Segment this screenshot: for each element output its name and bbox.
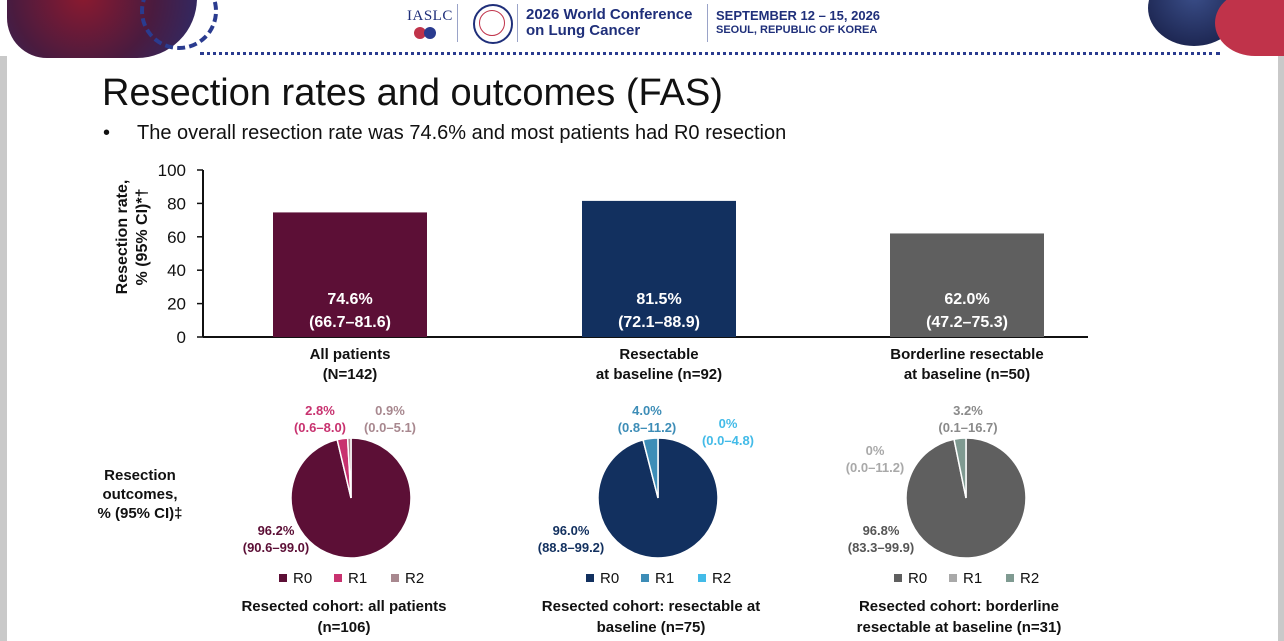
bar-ci-label: (47.2–75.3) bbox=[926, 314, 1008, 331]
slide-title: Resection rates and outcomes (FAS) bbox=[102, 72, 723, 114]
conference-name: 2026 World Conference on Lung Cancer bbox=[526, 7, 692, 39]
conference-name-line1: 2026 World Conference bbox=[526, 6, 693, 23]
lung-logo-icon bbox=[414, 27, 436, 39]
conference-seal-icon bbox=[473, 4, 513, 44]
pie-3-slice-r2 bbox=[953, 437, 967, 499]
y-tick-label: 100 bbox=[158, 161, 186, 180]
x-category-label-line2: at baseline (n=92) bbox=[596, 366, 722, 383]
bar-2 bbox=[582, 200, 736, 337]
pie-1-legend-label: R0 bbox=[293, 570, 312, 587]
pie-3-label-r2: 3.2% bbox=[953, 403, 983, 418]
y-axis-label-line2: % (95% CI)*† bbox=[134, 189, 151, 286]
x-category-label-line1: Resectable bbox=[619, 346, 698, 363]
pie-1-legend-label: R2 bbox=[405, 570, 424, 587]
outcomes-label-line3: % (95% CI)‡ bbox=[97, 505, 183, 522]
y-axis-label-line1: Resection rate, bbox=[114, 180, 131, 295]
pie-3-label-r1: 0% bbox=[866, 443, 885, 458]
pie-1-label-r1: 2.8% bbox=[305, 403, 335, 418]
pie-3-ci-r1: (0.0–11.2) bbox=[846, 460, 905, 475]
pie-3-ci-r2: (0.1–16.7) bbox=[938, 420, 997, 435]
pie-2-ci-r1: (0.8–11.2) bbox=[618, 420, 677, 435]
bar-1 bbox=[273, 212, 427, 337]
pie-2-ci-r2: (0.0–4.8) bbox=[702, 433, 754, 448]
y-tick-label: 0 bbox=[177, 328, 186, 347]
pie-2-label-r1: 4.0% bbox=[632, 403, 662, 418]
bar-value-label: 62.0% bbox=[944, 291, 989, 308]
y-tick-label: 40 bbox=[167, 261, 186, 280]
pie-3-legend-label: R1 bbox=[963, 570, 982, 587]
pie-1-ci-r0: (90.6–99.0) bbox=[243, 540, 310, 555]
pie-2-legend-label: R0 bbox=[600, 570, 619, 587]
conference-dates-line: SEPTEMBER 12 – 15, 2026 bbox=[716, 8, 881, 23]
pie-1-title-line2: (n=106) bbox=[318, 619, 371, 636]
pie-3-label-r0: 96.8% bbox=[863, 523, 900, 538]
conference-seal-inner bbox=[479, 10, 505, 36]
pie-1-ci-r2: (0.0–5.1) bbox=[364, 420, 416, 435]
logo-separator bbox=[457, 4, 458, 42]
pie-2-ci-r0: (88.8–99.2) bbox=[538, 540, 605, 555]
bullet-marker: • bbox=[103, 122, 111, 144]
pie-1-legend-label: R1 bbox=[348, 570, 367, 587]
bullet-point: • The overall resection rate was 74.6% an… bbox=[103, 122, 786, 145]
pie-1-label-r0: 96.2% bbox=[258, 523, 295, 538]
iaslc-logo-text: IASLC bbox=[407, 8, 453, 24]
x-category-label-line2: (N=142) bbox=[323, 366, 378, 383]
pie-1-ci-r1: (0.6–8.0) bbox=[294, 420, 346, 435]
pie-2-legend-swatch bbox=[586, 574, 594, 582]
pie-3-legend-swatch bbox=[949, 574, 957, 582]
conference-banner: IASLC 2026 World Conference on Lung Canc… bbox=[0, 0, 1284, 58]
pie-2-legend-swatch bbox=[641, 574, 649, 582]
conference-dates: SEPTEMBER 12 – 15, 2026 SEOUL, REPUBLIC … bbox=[716, 8, 880, 38]
pie-1-legend-swatch bbox=[391, 574, 399, 582]
outcomes-label-line2: outcomes, bbox=[102, 486, 178, 503]
pie-3-legend-swatch bbox=[1006, 574, 1014, 582]
bar-value-label: 74.6% bbox=[327, 291, 372, 308]
frame-left-border bbox=[0, 0, 7, 641]
y-tick-label: 20 bbox=[167, 295, 186, 314]
x-category-label-line2: at baseline (n=50) bbox=[904, 366, 1030, 383]
bullet-text: The overall resection rate was 74.6% and… bbox=[137, 122, 787, 144]
banner-dotted-divider bbox=[200, 52, 1220, 55]
pie-3-legend-label: R0 bbox=[908, 570, 927, 587]
pie-1-legend-swatch bbox=[334, 574, 342, 582]
pie-2-legend-label: R2 bbox=[712, 570, 731, 587]
frame-right-border bbox=[1278, 0, 1284, 641]
pie-1-legend-swatch bbox=[279, 574, 287, 582]
banner-decoration-right-red bbox=[1215, 0, 1284, 56]
pie-2-legend-label: R1 bbox=[655, 570, 674, 587]
pie-1-title-line1: Resected cohort: all patients bbox=[241, 598, 446, 615]
bar-ci-label: (72.1–88.9) bbox=[618, 314, 700, 331]
pie-1-slice-r2 bbox=[346, 437, 352, 499]
logo-separator-3 bbox=[707, 4, 708, 42]
pie-1-label-r2: 0.9% bbox=[375, 403, 405, 418]
y-tick-label: 80 bbox=[167, 194, 186, 213]
pie-3-ci-r0: (83.3–99.9) bbox=[848, 540, 915, 555]
resection-outcomes-label: Resection outcomes, % (95% CI)‡ bbox=[80, 466, 200, 523]
pie-2-legend-swatch bbox=[698, 574, 706, 582]
x-category-label-line1: Borderline resectable bbox=[890, 346, 1043, 363]
bar-3 bbox=[890, 233, 1044, 337]
pie-2-label-r0: 96.0% bbox=[553, 523, 590, 538]
pie-3-legend-label: R2 bbox=[1020, 570, 1039, 587]
pie-2-label-r2: 0% bbox=[719, 416, 738, 431]
conference-name-line2: on Lung Cancer bbox=[526, 22, 641, 39]
pie-2-title-line2: baseline (n=75) bbox=[597, 619, 706, 636]
x-category-label-line1: All patients bbox=[310, 346, 391, 363]
conference-location: SEOUL, REPUBLIC OF KOREA bbox=[716, 24, 878, 36]
pie-2-slice-r1 bbox=[642, 437, 659, 499]
bar-value-label: 81.5% bbox=[636, 291, 681, 308]
pie-3-legend-swatch bbox=[894, 574, 902, 582]
pie-3-title-line2: resectable at baseline (n=31) bbox=[857, 619, 1062, 636]
bar-ci-label: (66.7–81.6) bbox=[309, 314, 391, 331]
logo-separator-2 bbox=[517, 4, 518, 42]
pie-2-title-line1: Resected cohort: resectable at bbox=[542, 598, 760, 615]
pie-3-title-line1: Resected cohort: borderline bbox=[859, 598, 1059, 615]
y-tick-label: 60 bbox=[167, 228, 186, 247]
outcomes-label-line1: Resection bbox=[104, 467, 176, 484]
